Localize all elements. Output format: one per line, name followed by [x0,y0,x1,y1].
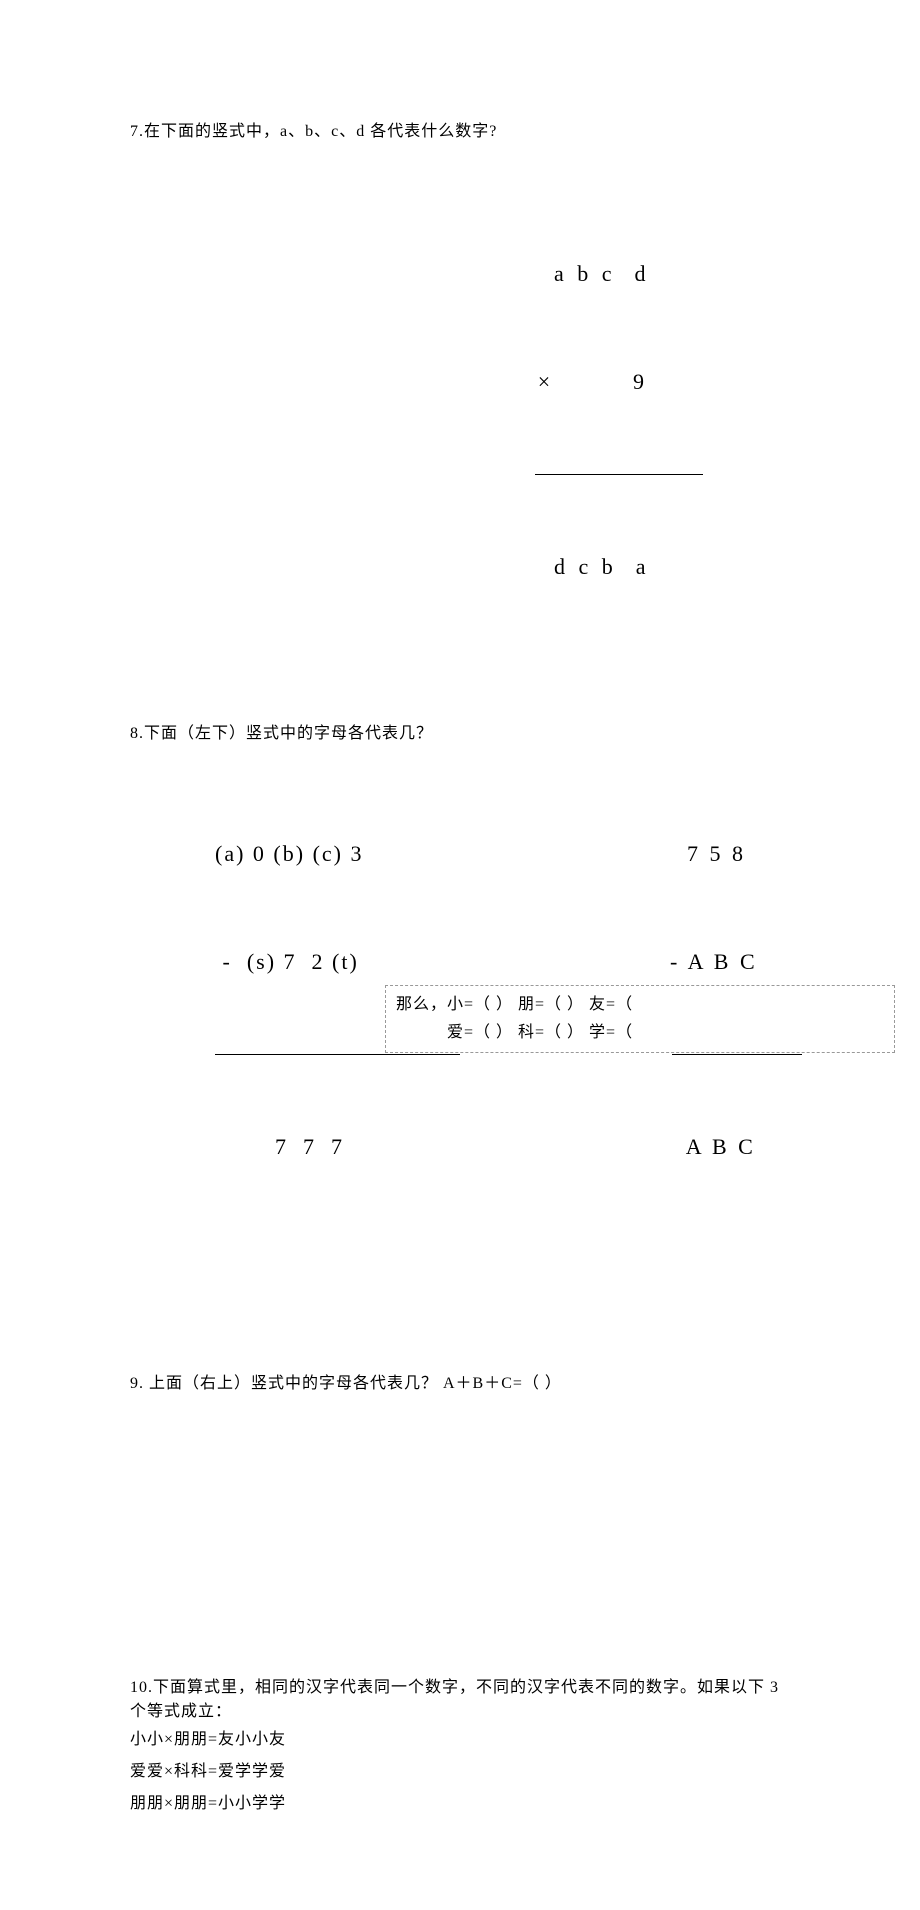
problem-10: 10.下面算式里，相同的汉字代表同一个数字，不同的汉字代表不同的数字。如果以下 … [130,1676,790,1820]
eq7-row2-suffix: 9 [557,369,648,394]
answer-box: 那么，小=（ ） 朋=（ ） 友=（ 爱=（ ） 科=（ ） 学=（ [385,985,895,1053]
problem-10-eq1: 小小×朋朋=友小小友 [130,1724,790,1756]
eq8r-row3: A B C [670,1129,802,1165]
problem-10-eq3: 朋朋×朋朋=小小学学 [130,1788,790,1820]
problem-8: 8.下面（左下）竖式中的字母各代表几？ (a) 0 (b) (c) 3 - (s… [130,722,790,1237]
problem-7-text: 7.在下面的竖式中，a、b、c、d 各代表什么数字? [130,120,790,144]
eq8l-row1: (a) 0 (b) (c) 3 [215,836,460,872]
multiply-icon: × [535,364,557,400]
eq8l-hline [215,1054,460,1055]
eq8r-row2: - A B C [670,944,802,980]
problem-7: 7.在下面的竖式中，a、b、c、d 各代表什么数字? a b c d × 9 d… [130,120,790,657]
problem-7-equation: a b c d × 9 d c b a [535,184,790,657]
eq8l-row3: 7 7 7 [215,1129,460,1165]
eq8r-hline [672,1054,802,1055]
problem-10-eq2: 爱爱×科科=爱学学爱 [130,1756,790,1788]
eq7-row2: × 9 [535,364,790,400]
answer-row-2: 爱=（ ） 科=（ ） 学=（ [396,1019,884,1047]
eq7-row3: d c b a [535,549,790,585]
eq8r-row1: 7 5 8 [670,836,802,872]
eq7-row1: a b c d [535,256,790,292]
problem-8-text: 8.下面（左下）竖式中的字母各代表几？ [130,722,790,746]
problem-9-text: 9. 上面（右上）竖式中的字母各代表几？ A＋B＋C=（ ） [130,1372,790,1396]
document-content: 7.在下面的竖式中，a、b、c、d 各代表什么数字? a b c d × 9 d… [0,0,920,1910]
answer-row-1: 那么，小=（ ） 朋=（ ） 友=（ [396,991,884,1019]
eq8l-row2: - (s) 7 2 (t) [215,944,460,980]
eq7-hline [535,474,703,475]
problem-10-text: 10.下面算式里，相同的汉字代表同一个数字，不同的汉字代表不同的数字。如果以下 … [130,1676,790,1724]
problem-9: 9. 上面（右上）竖式中的字母各代表几？ A＋B＋C=（ ） [130,1372,790,1396]
